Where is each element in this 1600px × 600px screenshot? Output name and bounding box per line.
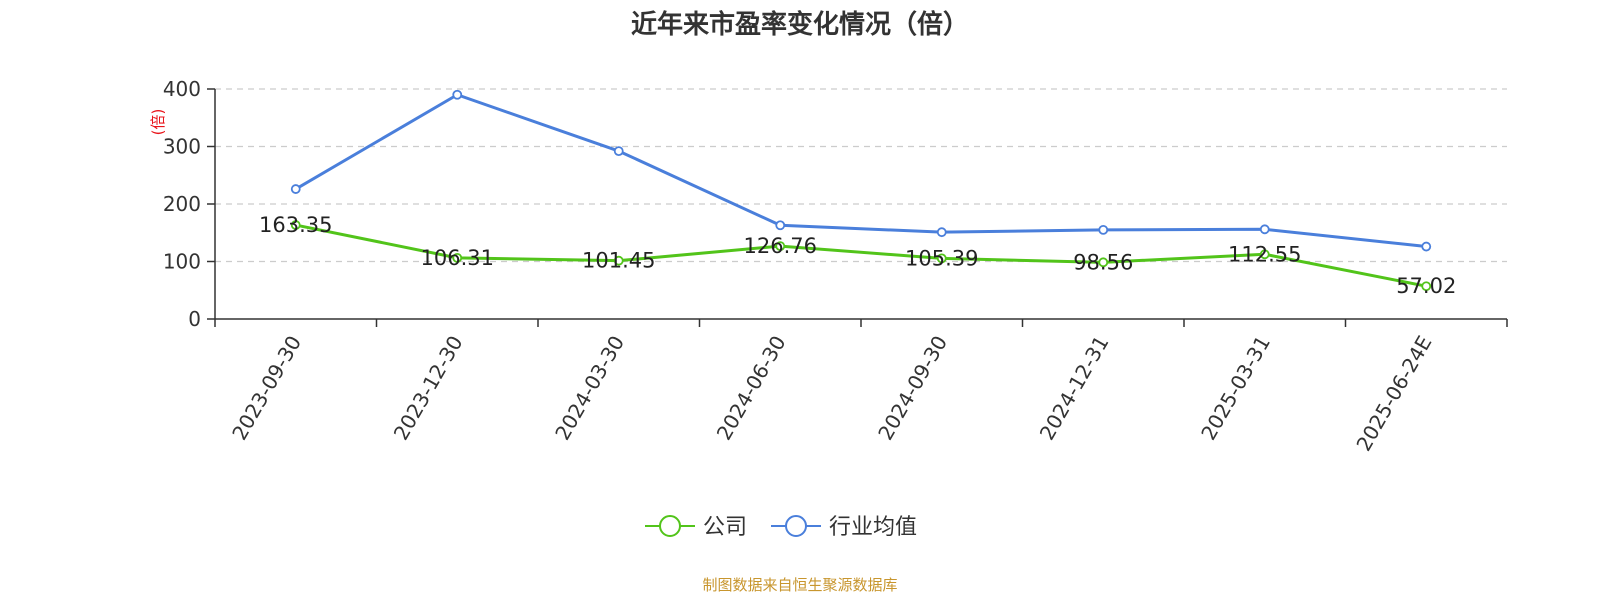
legend-marker[interactable] bbox=[785, 515, 807, 537]
data-labels: 163.35 106.31 101.45 126.76 105.39 98.56 112.5… bbox=[259, 213, 1456, 298]
data-point[interactable] bbox=[613, 255, 624, 266]
y-axis-label: (倍) bbox=[149, 109, 167, 136]
data-point[interactable] bbox=[1259, 224, 1270, 235]
data-label: 101.45 bbox=[582, 249, 655, 273]
data-label: 105.39 bbox=[905, 246, 978, 270]
data-label: 106.31 bbox=[421, 246, 494, 270]
data-point[interactable] bbox=[613, 146, 624, 157]
series-lines bbox=[290, 89, 1432, 292]
y-tick-label: 400 bbox=[163, 77, 201, 101]
data-point[interactable] bbox=[1421, 241, 1432, 252]
data-point[interactable] bbox=[775, 241, 786, 252]
data-label: 112.55 bbox=[1228, 242, 1301, 266]
source-note: 制图数据来自恒生聚源数据库 bbox=[702, 576, 897, 594]
legend-label[interactable]: 行业均值 bbox=[829, 515, 917, 540]
legend: 公司 行业均值 bbox=[645, 515, 917, 540]
x-tick-label: 2024-12-31 bbox=[1035, 332, 1114, 445]
data-label: 126.76 bbox=[744, 234, 817, 258]
data-point[interactable] bbox=[1098, 224, 1109, 235]
x-tick-label: 2023-12-30 bbox=[389, 332, 468, 445]
y-tick-label: 300 bbox=[163, 135, 201, 159]
x-tick-label: 2025-06-24E bbox=[1351, 332, 1436, 456]
x-tick-label: 2025-03-31 bbox=[1196, 332, 1275, 445]
series-line bbox=[294, 93, 1427, 249]
data-point[interactable] bbox=[775, 220, 786, 231]
y-tick-label: 200 bbox=[163, 192, 201, 216]
data-point[interactable] bbox=[1259, 249, 1270, 260]
series-line bbox=[295, 223, 1427, 288]
data-point[interactable] bbox=[290, 220, 301, 230]
x-tick-label: 2024-09-30 bbox=[873, 332, 952, 445]
data-label: 57.02 bbox=[1396, 274, 1456, 298]
data-label: 98.56 bbox=[1073, 250, 1133, 274]
x-tick-label: 2024-06-30 bbox=[712, 332, 791, 445]
y-tick-label: 100 bbox=[163, 250, 201, 274]
data-point[interactable] bbox=[936, 227, 947, 238]
chart-title: 近年来市盈率变化情况（倍） bbox=[631, 9, 969, 40]
data-point[interactable] bbox=[1421, 281, 1432, 292]
data-point[interactable] bbox=[1098, 257, 1109, 268]
legend-marker[interactable] bbox=[659, 515, 681, 537]
y-tick-label: 0 bbox=[188, 307, 201, 331]
data-point[interactable] bbox=[452, 89, 463, 100]
x-tick-label: 2023-09-30 bbox=[227, 332, 306, 445]
data-point[interactable] bbox=[290, 184, 301, 194]
data-point[interactable] bbox=[936, 253, 947, 264]
data-label: 163.35 bbox=[259, 213, 332, 237]
data-point[interactable] bbox=[452, 252, 463, 263]
legend-label[interactable]: 公司 bbox=[703, 515, 747, 540]
x-tick-label: 2024-03-30 bbox=[550, 332, 629, 445]
axes: 0 100 200 300 400 2023-09-30 2023-12-30 2024-03… bbox=[163, 77, 1508, 456]
